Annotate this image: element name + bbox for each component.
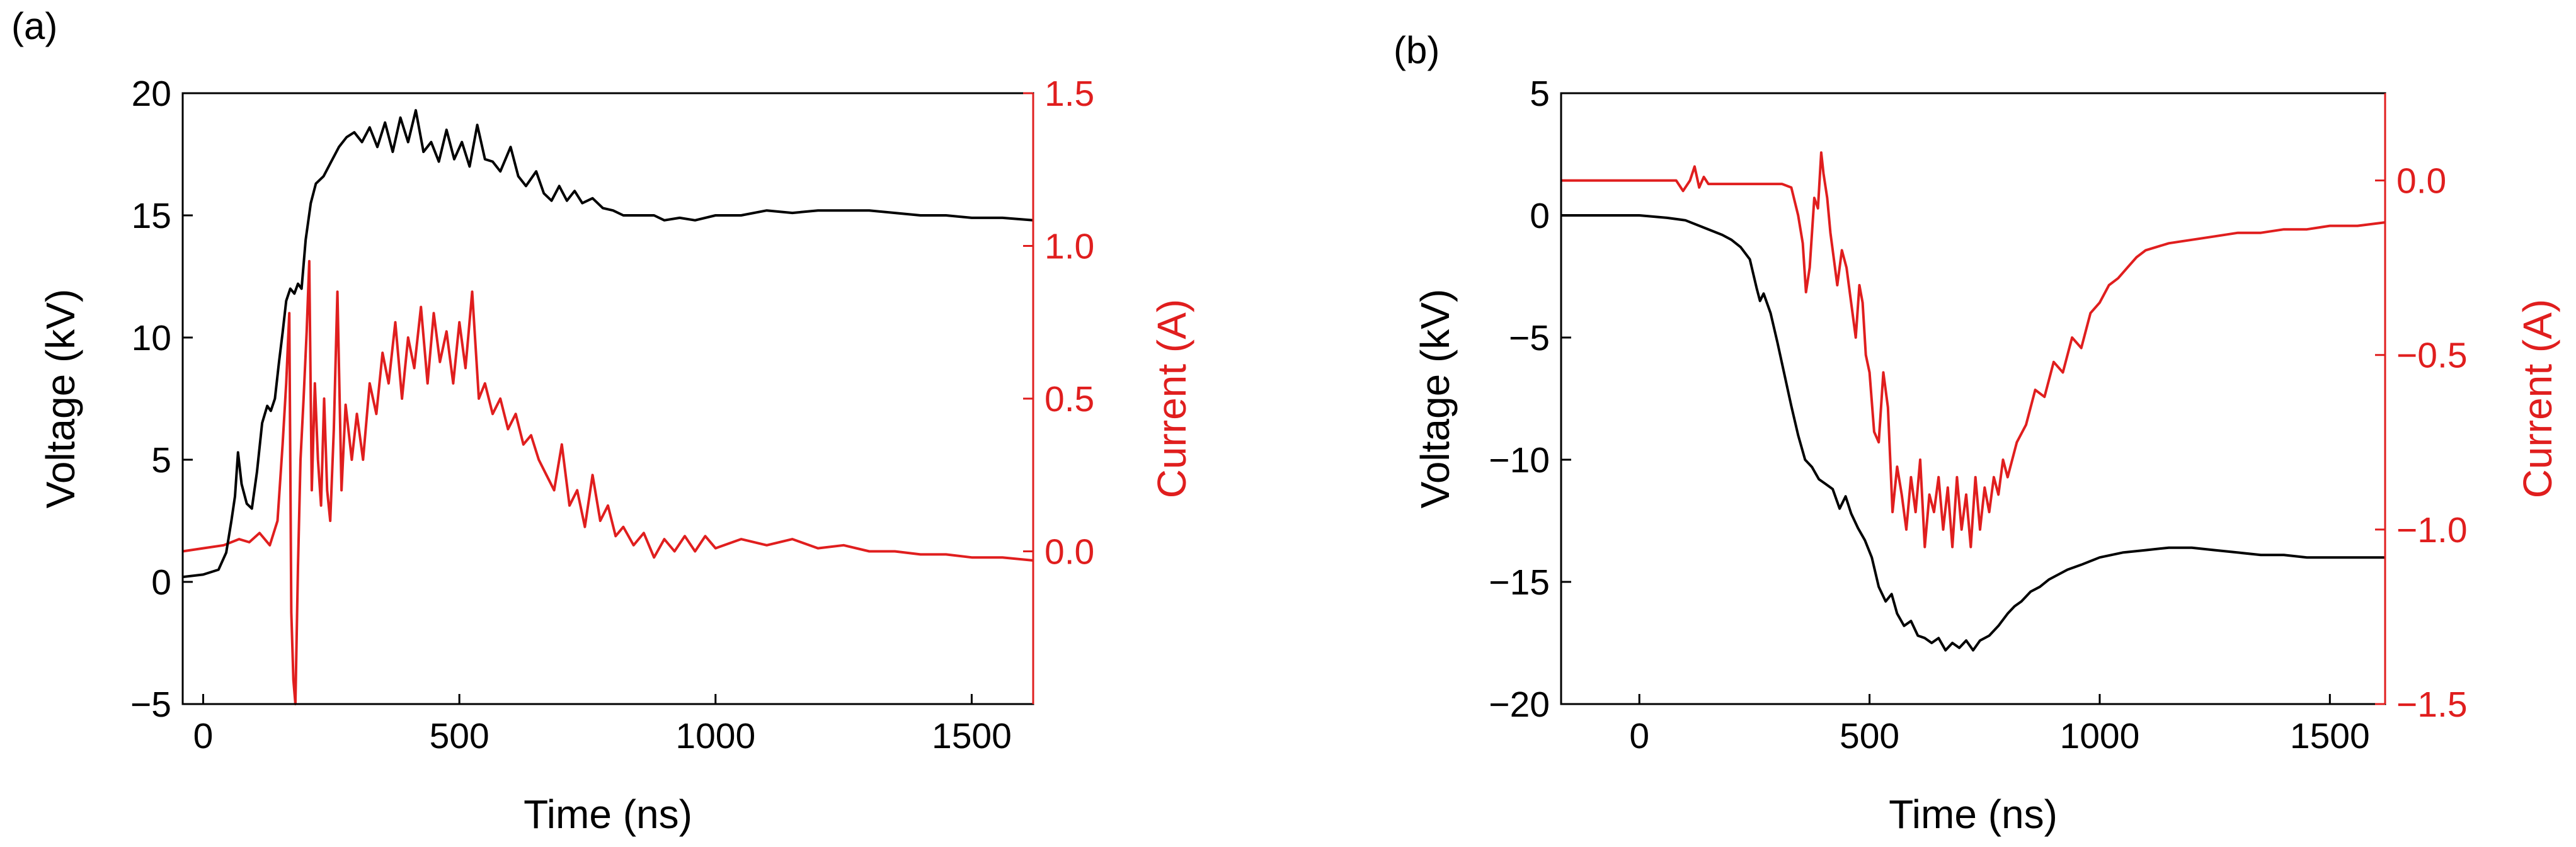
panel-b-y2-tick-label: 0.0 (2396, 161, 2446, 202)
panel-b-y-tick-label: −10 (1489, 440, 1550, 480)
panel-a-y-ticks: −5 0 5 10 15 20 (130, 74, 193, 725)
panel-a-x-tick-label: 1500 (932, 716, 1012, 756)
panel-a-y2-tick-label: 0.0 (1045, 532, 1094, 572)
panel-b-y-tick-label: −15 (1489, 562, 1550, 603)
panel-a-label: (a) (11, 5, 57, 47)
panel-a-x-tick-label: 1000 (675, 716, 755, 756)
panel-b-label: (b) (1394, 29, 1440, 71)
panel-a-y-tick-label: 5 (151, 440, 171, 480)
panel-a-y2-ticks: 0.0 0.5 1.0 1.5 (1023, 74, 1094, 572)
panel-b-series (1561, 151, 2386, 652)
panel-a-y2-tick-label: 1.5 (1045, 74, 1094, 114)
panel-b-y2-tick-label: −0.5 (2396, 336, 2468, 376)
panel-b-y2-tick-label: −1.0 (2396, 510, 2468, 550)
panel-a-series (182, 109, 1034, 705)
panel-a-y-tick-label: 0 (151, 562, 171, 603)
panel-b-y-tick-label: −5 (1509, 318, 1550, 358)
panel-a-x-tick-label: 0 (193, 716, 214, 756)
panel-b-y-ticks: −20 −15 −10 −5 0 5 (1489, 74, 1571, 725)
panel-b-y2-tick-label: −1.5 (2396, 685, 2468, 725)
panel-b: (b) 0 500 1000 1500 −20−15−10−505 −1.5−1.0−… (1394, 29, 2560, 837)
panel-b-y-label: Voltage (kV) (1412, 289, 1458, 509)
panel-a-y2-tick-label: 0.5 (1045, 379, 1094, 419)
panel-a-current-line (182, 259, 1034, 705)
panel-a-y-tick-label: 10 (132, 318, 171, 358)
panel-b-x-tick-label: 1000 (2060, 716, 2140, 756)
panel-b-x-tick-label: 1500 (2290, 716, 2370, 756)
panel-a: (a) 0 500 1000 1500 −5 0 5 10 15 20 0.0 0.5 1.0 1.5… (11, 5, 1194, 837)
panel-a-y2-label: Current (A) (1149, 299, 1194, 499)
panel-b-voltage-line (1561, 214, 2385, 652)
panel-a-x-tick-label: 500 (430, 716, 489, 756)
panel-b-x-tick-label: 500 (1840, 716, 1899, 756)
panel-b-x-tick-label: 0 (1629, 716, 1649, 756)
panel-a-y-tick-label: 20 (132, 74, 171, 114)
panel-a-y2-tick-label: 1.0 (1045, 227, 1094, 267)
panel-a-x-label: Time (ns) (524, 792, 692, 837)
panel-a-y-tick-label: −5 (130, 685, 171, 725)
panel-a-y-tick-label: 15 (132, 196, 171, 236)
panel-b-y2-ticks: −1.5 −1.0 −0.5 0.0 (2375, 161, 2468, 725)
panel-b-x-ticks: 0 500 1000 1500 (1629, 694, 2370, 756)
panel-a-x-ticks: 0 500 1000 1500 (193, 694, 1012, 756)
panel-a-y-label: Voltage (kV) (38, 289, 83, 509)
panel-b-current-line (1561, 151, 2386, 549)
panel-a-voltage-line (182, 109, 1034, 579)
panel-b-y-tick-label: 0 (1530, 196, 1550, 236)
panel-b-frame (1560, 92, 2386, 705)
panel-b-y-tick-label: −20 (1489, 685, 1550, 725)
panel-b-y2-label: Current (A) (2515, 299, 2560, 499)
panel-b-x-label: Time (ns) (1889, 792, 2058, 837)
panel-b-y-tick-label: 5 (1530, 74, 1550, 114)
